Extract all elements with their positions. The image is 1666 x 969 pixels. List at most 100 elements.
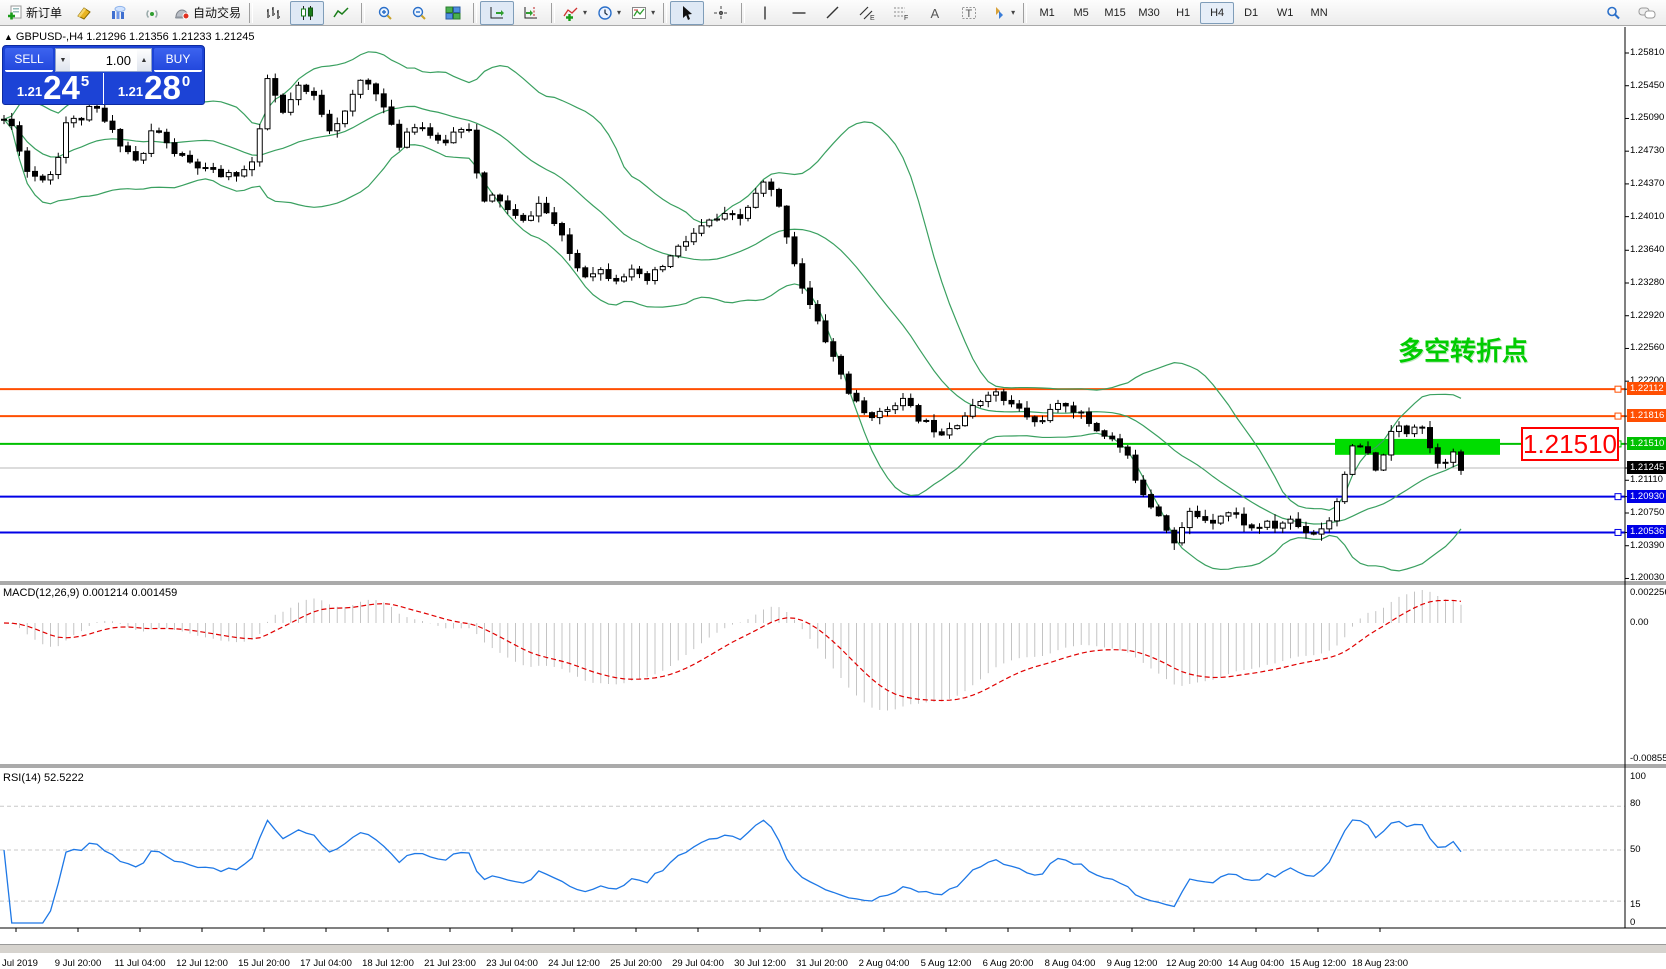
timeframe-button-d1[interactable]: D1 — [1244, 6, 1259, 19]
price-level-tag[interactable]: 1.22112 — [1627, 382, 1666, 396]
fibonacci-icon: F — [894, 7, 908, 21]
templates-button[interactable]: ▾ — [626, 1, 660, 25]
autotrading-button[interactable]: 自动交易 — [169, 1, 246, 25]
buy-button[interactable]: BUY — [154, 48, 202, 72]
candle-body — [194, 161, 201, 169]
timeframe-button-m1[interactable]: M1 — [1039, 6, 1055, 19]
arrows-button[interactable]: ▾ — [986, 1, 1020, 25]
date-axis-label: 15 Jul 20:00 — [238, 958, 290, 969]
arrows-icon — [996, 6, 1004, 19]
timeframe-button-m30[interactable]: M30 — [1138, 6, 1160, 19]
candle-body — [342, 110, 348, 125]
vertical-line-icon — [764, 6, 766, 19]
candle-body — [303, 84, 310, 92]
candle-body — [132, 151, 139, 161]
horizontal-line-button[interactable] — [782, 1, 816, 25]
toolbar-separator — [249, 2, 254, 23]
candle-body — [1, 118, 7, 121]
price-level-annotation[interactable]: 1.21510 — [1521, 427, 1619, 461]
candle-body — [590, 273, 596, 278]
date-axis-label: 30 Jul 12:00 — [734, 958, 786, 969]
candle-body — [551, 212, 558, 225]
line-handle — [1614, 493, 1622, 501]
line-chart-button[interactable] — [324, 1, 358, 25]
highlight-rectangle — [1335, 438, 1500, 455]
cursor-button[interactable] — [670, 0, 705, 25]
equidistant-channel-button[interactable]: E — [850, 1, 884, 25]
rsi-axis-label: 100 — [1630, 771, 1646, 782]
sell-price[interactable]: 1.21 24 5 — [3, 71, 104, 104]
volume-decrease-button[interactable]: ▼ — [56, 49, 70, 71]
dropdown-caret: ▾ — [1011, 8, 1016, 17]
timeframe-button-h1[interactable]: H1 — [1176, 6, 1191, 19]
candle-body — [1427, 427, 1433, 449]
candle-body — [280, 94, 286, 113]
candle-body — [63, 122, 69, 158]
equidistant-channel-icon: E — [859, 6, 875, 21]
date-axis-label: 24 Jul 12:00 — [548, 958, 600, 969]
candle-body — [652, 269, 658, 282]
crosshair-button[interactable] — [704, 1, 738, 25]
new-order-button[interactable]: 新订单 — [2, 1, 67, 25]
periods-button[interactable]: ▾ — [592, 1, 626, 25]
candle-body — [249, 161, 255, 171]
volume-increase-button[interactable]: ▲ — [137, 49, 151, 71]
price-axis-label: 1.20030 — [1630, 572, 1665, 584]
bollinger-upper-band — [3, 51, 1462, 511]
window-footer — [0, 944, 1666, 953]
candle-body — [1248, 524, 1255, 529]
price-axis-label: 1.25450 — [1630, 79, 1665, 91]
candle-body — [1163, 515, 1170, 531]
candle-body — [566, 234, 573, 254]
auto-scroll-button[interactable] — [480, 0, 515, 25]
volume-input[interactable] — [70, 51, 137, 69]
price-level-tag[interactable]: 1.21510 — [1627, 436, 1666, 450]
zoom-out-button[interactable] — [402, 1, 436, 25]
timeframe-button-w1[interactable]: W1 — [1276, 6, 1294, 19]
candle-body — [861, 400, 868, 414]
indicators-button[interactable]: ▾ — [558, 1, 592, 25]
timeframe-button-m15[interactable]: M15 — [1104, 6, 1126, 19]
chart-canvas[interactable] — [0, 26, 1666, 952]
buy-price[interactable]: 1.21 28 0 — [104, 71, 204, 104]
candle-body — [233, 172, 240, 177]
timeframe-button-m5[interactable]: M5 — [1073, 6, 1089, 19]
horizontal-line-icon — [792, 11, 806, 14]
candle-body — [1388, 430, 1395, 456]
candlestick-button[interactable] — [290, 0, 325, 25]
candle-body — [776, 188, 782, 207]
candle-body — [1217, 515, 1224, 524]
vertical-line-button[interactable] — [748, 1, 782, 25]
candle-body — [946, 428, 953, 436]
search-button[interactable] — [1596, 1, 1630, 25]
bollinger-lower-band — [3, 118, 1462, 572]
bar-chart-button[interactable] — [256, 1, 290, 25]
tile-windows-button[interactable] — [436, 1, 470, 25]
price-level-tag[interactable]: 1.21816 — [1627, 409, 1666, 423]
text-button[interactable]: A — [918, 1, 952, 25]
timeframe-button-h4[interactable]: H4 — [1200, 1, 1235, 24]
candle-body — [373, 83, 379, 95]
turning-point-annotation[interactable]: 多空转折点 — [1398, 336, 1529, 366]
chat-button[interactable] — [1630, 1, 1664, 25]
price-level-tag[interactable]: 1.20536 — [1627, 525, 1666, 539]
price-level-tag[interactable]: 1.20930 — [1627, 489, 1666, 503]
candle-body — [807, 287, 813, 306]
sell-button[interactable]: SELL — [5, 48, 53, 72]
candle-body — [55, 156, 62, 176]
price-axis-label: 1.20750 — [1630, 507, 1665, 518]
zoom-in-button[interactable] — [368, 1, 402, 25]
date-axis-label: 25 Jul 20:00 — [610, 958, 662, 969]
fibonacci-button[interactable]: F — [884, 1, 918, 25]
trendline-button[interactable] — [816, 1, 850, 25]
price-level-tag[interactable]: 1.21245 — [1627, 461, 1666, 474]
trendline-icon — [826, 6, 839, 18]
candle-body — [1140, 479, 1147, 496]
charts-button[interactable] — [101, 1, 135, 25]
chart-shift-button[interactable] — [514, 1, 548, 25]
collapse-panel-icon[interactable]: ▲ — [4, 32, 13, 42]
timeframe-button-mn[interactable]: MN — [1310, 6, 1328, 19]
metaeditor-button[interactable] — [67, 1, 101, 25]
text-label-button[interactable]: T — [952, 1, 986, 25]
signals-button[interactable] — [135, 1, 169, 25]
